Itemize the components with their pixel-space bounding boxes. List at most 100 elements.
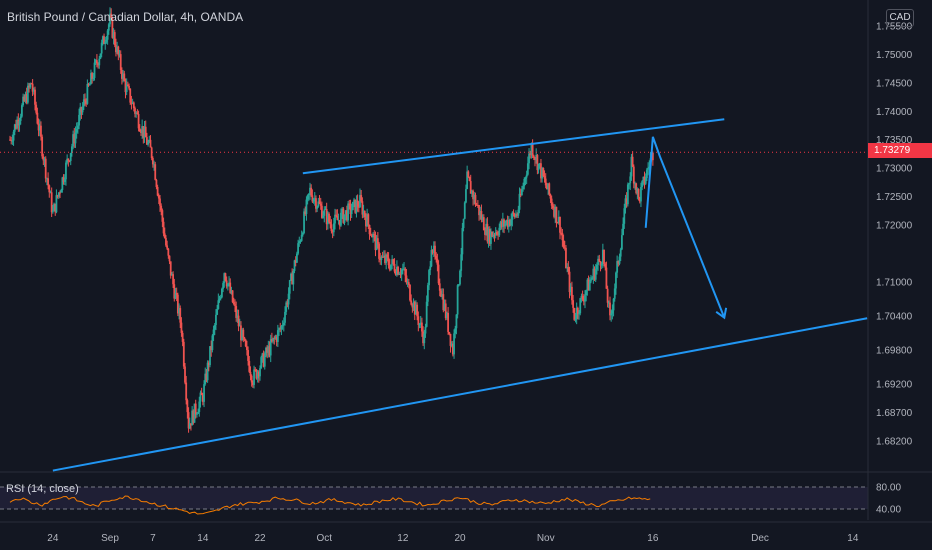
- candle-body: [359, 195, 361, 208]
- candle-body: [171, 274, 173, 276]
- candle-body: [315, 198, 317, 209]
- candle-body: [621, 235, 623, 250]
- candle-body: [105, 39, 108, 42]
- rsi-tick-label: 40.00: [876, 505, 901, 516]
- candle-body: [456, 285, 459, 315]
- candle-body: [416, 304, 419, 317]
- candle-body: [513, 214, 516, 217]
- currency-button[interactable]: CAD: [886, 9, 914, 27]
- candle-body: [368, 224, 371, 235]
- candle-body: [237, 315, 240, 327]
- candle-body: [84, 99, 86, 101]
- price-tick-label: 1.72500: [876, 192, 913, 203]
- candle-body: [594, 269, 597, 280]
- candle-body: [392, 259, 395, 264]
- candle-body: [234, 304, 236, 307]
- candle-body: [217, 300, 220, 309]
- time-tick-label: Oct: [317, 533, 333, 544]
- candle-body: [404, 268, 407, 276]
- candle-body: [516, 214, 519, 216]
- candle-body: [297, 243, 299, 254]
- candle-body: [116, 46, 119, 53]
- candle-body: [351, 201, 354, 211]
- candle-body: [348, 203, 351, 205]
- candle-body: [454, 328, 457, 334]
- candle-body: [446, 312, 448, 319]
- candle-body: [565, 247, 567, 269]
- candle-body: [190, 423, 192, 426]
- candle-body: [271, 339, 273, 342]
- candle-body: [535, 155, 538, 160]
- candle-body: [69, 152, 72, 162]
- candle-body: [303, 211, 305, 234]
- candle-body: [531, 143, 534, 156]
- price-tick-label: 1.69800: [876, 346, 913, 357]
- candle-body: [118, 54, 121, 56]
- candle-body: [226, 283, 229, 287]
- candle-body: [188, 423, 191, 429]
- candle-body: [280, 326, 283, 330]
- candle-body: [184, 366, 186, 383]
- candle-body: [67, 158, 70, 161]
- candle-body: [511, 212, 514, 220]
- candle-body: [367, 214, 370, 225]
- candle-body: [349, 203, 352, 215]
- candle-body: [147, 142, 149, 145]
- candle-body: [223, 273, 226, 284]
- candle-body: [74, 132, 77, 144]
- candle-body: [42, 156, 45, 161]
- candle-body: [394, 271, 397, 275]
- candle-body: [194, 403, 197, 415]
- candle-body: [426, 285, 429, 302]
- candle-body: [301, 233, 304, 235]
- candle-body: [12, 131, 15, 141]
- candle-body: [99, 53, 102, 59]
- candle-body: [150, 147, 153, 159]
- candle-body: [437, 264, 440, 284]
- time-tick-label: 12: [397, 533, 409, 544]
- candle-body: [648, 166, 651, 169]
- candle-body: [393, 263, 396, 272]
- candle-body: [562, 240, 565, 248]
- candle-body: [647, 168, 649, 170]
- candle-body: [46, 178, 48, 180]
- candle-body: [253, 369, 255, 385]
- candle-body: [481, 217, 484, 220]
- candle-body: [344, 210, 347, 215]
- candle-body: [553, 208, 555, 217]
- candle-body: [82, 99, 85, 107]
- candle-body: [399, 273, 402, 275]
- candle-body: [269, 339, 272, 356]
- candle-body: [417, 316, 420, 325]
- candle-body: [41, 136, 44, 157]
- candle-body: [476, 204, 479, 206]
- candle-body: [192, 410, 195, 423]
- candle-body: [617, 261, 620, 264]
- candle-body: [321, 205, 323, 218]
- candle-body: [328, 213, 330, 222]
- candle-body: [311, 195, 314, 202]
- candle-body: [609, 302, 611, 316]
- candle-body: [334, 214, 336, 224]
- candle-body: [13, 124, 16, 132]
- rsi-band: [0, 487, 868, 509]
- candle-body: [266, 347, 269, 353]
- candle-body: [557, 216, 560, 223]
- candle-body: [260, 357, 263, 369]
- candle-body: [337, 219, 340, 221]
- candle-body: [293, 260, 296, 271]
- candle-body: [290, 273, 292, 281]
- candle-body: [346, 210, 348, 221]
- candle-body: [606, 288, 609, 303]
- candle-body: [497, 234, 499, 236]
- candle-body: [588, 281, 591, 291]
- candle-body: [431, 249, 434, 253]
- candle-body: [221, 288, 223, 298]
- candle-body: [597, 258, 599, 265]
- candle-body: [17, 119, 20, 126]
- candle-body: [80, 107, 83, 113]
- candle-body: [473, 194, 476, 200]
- candle-body: [93, 62, 96, 78]
- candle-body: [232, 302, 235, 305]
